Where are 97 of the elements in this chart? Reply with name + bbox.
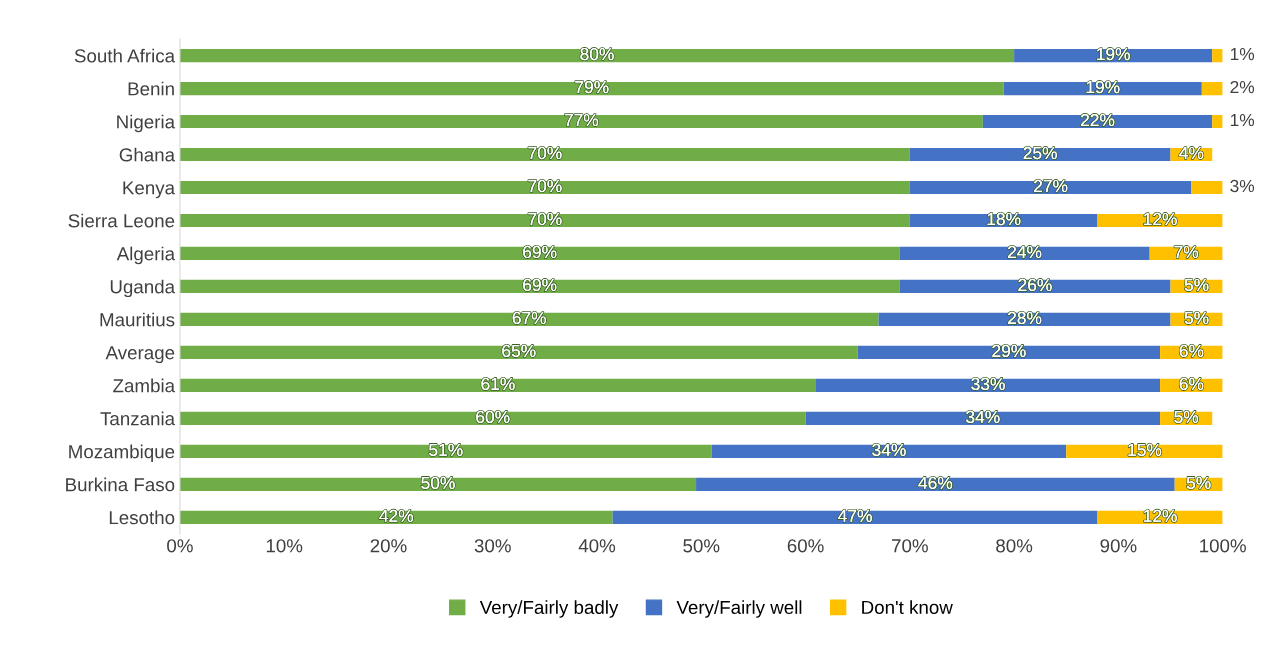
- bar: [711, 444, 1067, 458]
- data-label: 47%: [838, 509, 872, 522]
- y-tick-label: Average: [105, 346, 175, 364]
- y-tick-label: Kenya: [123, 181, 176, 199]
- bar: [179, 378, 816, 392]
- x-tick-label: 20%: [370, 539, 407, 553]
- y-tick-label: Ghana: [119, 147, 176, 162]
- data-label: 7%: [1174, 245, 1199, 259]
- bar: [1191, 180, 1223, 195]
- data-label: 19%: [1097, 47, 1130, 61]
- data-label: 80%: [580, 47, 614, 61]
- bar: [179, 213, 910, 228]
- legend-label: Very/Fairly badly: [479, 600, 619, 618]
- bar: [1212, 48, 1223, 63]
- bar: [179, 147, 910, 162]
- y-tick-label: Zambia: [113, 378, 176, 393]
- data-label: 6%: [1179, 344, 1204, 358]
- bar: [179, 279, 900, 294]
- y-tick-label: Mozambique: [69, 444, 175, 463]
- bar: [899, 279, 1171, 294]
- data-label: 19%: [1086, 80, 1120, 94]
- bar: [179, 246, 900, 261]
- data-label: 6%: [1179, 377, 1204, 391]
- legend-label: Very/Fairly well: [676, 600, 802, 618]
- y-tick-label: South Africa: [74, 48, 176, 63]
- y-tick-label: Lesotho: [109, 510, 175, 525]
- data-label: 5%: [1186, 476, 1211, 489]
- data-label: 18%: [987, 212, 1021, 226]
- bar: [179, 48, 1015, 63]
- data-label: 34%: [966, 410, 1000, 424]
- bar: [179, 81, 1004, 96]
- x-tick-label: 100%: [1200, 539, 1246, 553]
- data-label: 5%: [1184, 311, 1209, 325]
- data-label: 69%: [523, 278, 557, 292]
- x-tick-label: 70%: [892, 539, 928, 553]
- bar: [815, 378, 1161, 392]
- bar: [179, 411, 806, 425]
- bar: [179, 477, 697, 491]
- data-label: 34%: [872, 443, 906, 457]
- bar: [805, 411, 1161, 425]
- x-tick-label: 50%: [683, 539, 720, 553]
- data-label: 26%: [1018, 278, 1052, 292]
- data-label: 12%: [1144, 212, 1177, 226]
- x-tick-label: 30%: [474, 539, 511, 553]
- bar: [878, 312, 1171, 327]
- legend-label: Don't know: [862, 600, 953, 615]
- data-label: 28%: [1008, 311, 1042, 325]
- x-tick-label: 80%: [996, 539, 1033, 553]
- data-label: 5%: [1184, 278, 1209, 292]
- data-label: 29%: [992, 344, 1026, 358]
- data-label: 1%: [1230, 47, 1255, 61]
- bar: [1201, 81, 1223, 96]
- data-label: 51%: [429, 443, 463, 457]
- bar: [179, 345, 858, 359]
- y-tick-label: Uganda: [110, 279, 176, 298]
- data-label: 46%: [918, 476, 953, 489]
- bar: [857, 345, 1161, 359]
- data-label: 2%: [1230, 80, 1255, 94]
- data-label: 24%: [1008, 245, 1042, 259]
- y-tick-label: Mauritius: [100, 312, 175, 327]
- bar: [1212, 114, 1223, 129]
- data-label: 4%: [1179, 146, 1204, 160]
- y-tick-label: Nigeria: [117, 114, 176, 133]
- data-label: 60%: [476, 410, 510, 424]
- bar: [612, 510, 1098, 524]
- data-label: 42%: [379, 509, 414, 522]
- data-label: 67%: [512, 311, 546, 325]
- y-tick-label: Benin: [128, 81, 174, 96]
- bar: [899, 246, 1150, 261]
- data-label: 65%: [502, 344, 536, 358]
- x-tick-label: 90%: [1100, 539, 1137, 553]
- bar: [179, 510, 613, 524]
- y-tick-label: Sierra Leone: [68, 213, 175, 228]
- x-tick-label: 60%: [787, 539, 824, 553]
- data-label: 3%: [1230, 179, 1255, 193]
- bar: [179, 180, 910, 195]
- data-label: 22%: [1081, 113, 1115, 127]
- bar: [909, 147, 1171, 162]
- data-label: 50%: [421, 476, 455, 489]
- data-label: 12%: [1144, 509, 1177, 522]
- y-tick-label: Tanzania: [100, 411, 176, 426]
- bar: [696, 477, 1175, 491]
- y-tick-label: Burkina Faso: [66, 477, 175, 492]
- x-tick-label: 10%: [266, 539, 303, 553]
- bar: [909, 180, 1192, 195]
- data-label: 33%: [971, 377, 1005, 391]
- data-label: 15%: [1128, 443, 1162, 457]
- data-label: 69%: [523, 245, 557, 259]
- data-label: 5%: [1174, 410, 1199, 424]
- x-tick-label: 40%: [578, 539, 616, 553]
- data-label: 1%: [1230, 113, 1255, 127]
- bar: [179, 444, 712, 458]
- y-tick-label: Algeria: [116, 246, 176, 265]
- data-label: 61%: [481, 377, 515, 391]
- bar: [179, 312, 879, 327]
- x-tick-label: 0%: [167, 539, 193, 553]
- bar: [179, 114, 983, 129]
